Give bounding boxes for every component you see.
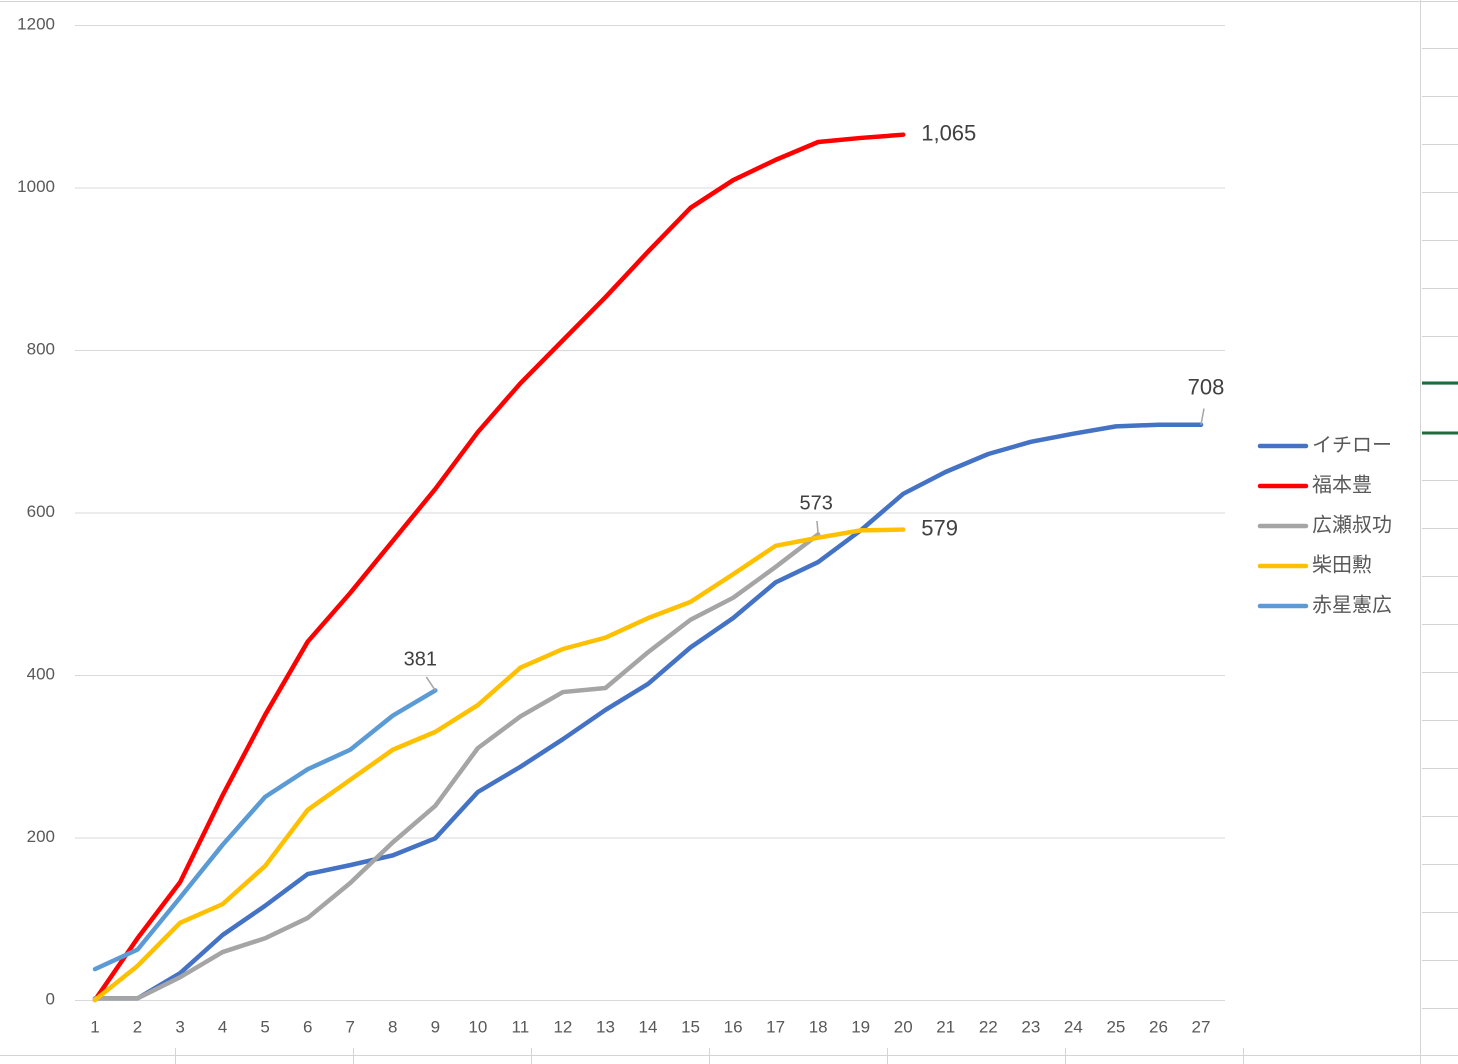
x-tick-label: 6	[303, 1017, 312, 1036]
x-tick-label: 24	[1064, 1017, 1083, 1036]
x-tick-label: 3	[175, 1017, 184, 1036]
x-tick-label: 4	[218, 1017, 227, 1036]
series-line	[92, 527, 906, 1003]
y-tick-label: 200	[27, 827, 55, 846]
legend-label: 柴田勲	[1312, 553, 1372, 576]
label-leader	[425, 676, 436, 691]
x-tick-label: 14	[639, 1017, 658, 1036]
legend-label: 広瀬叔功	[1312, 513, 1392, 536]
label-leader	[816, 520, 819, 535]
x-tick-label: 12	[553, 1017, 572, 1036]
x-tick-label: 11	[512, 1017, 530, 1036]
x-tick-label: 1	[90, 1017, 99, 1036]
y-tick-label: 800	[27, 339, 55, 358]
series-line	[92, 688, 438, 972]
x-tick-label: 13	[596, 1017, 615, 1036]
x-tick-label: 8	[388, 1017, 397, 1036]
data-label: 708	[1188, 375, 1225, 400]
x-tick-label: 20	[894, 1017, 913, 1036]
y-tick-label: 1200	[17, 14, 55, 33]
x-tick-label: 16	[724, 1017, 743, 1036]
x-tick-label: 18	[809, 1017, 828, 1036]
data-label: 573	[799, 493, 832, 515]
legend-label: 赤星憲広	[1312, 593, 1392, 616]
y-tick-label: 0	[46, 989, 55, 1008]
x-tick-label: 15	[681, 1017, 700, 1036]
series-line	[92, 132, 906, 1003]
x-tick-label: 23	[1021, 1017, 1040, 1036]
data-label: 579	[921, 515, 958, 540]
x-tick-label: 17	[766, 1017, 785, 1036]
x-tick-label: 7	[345, 1017, 354, 1036]
legend-label: 福本豊	[1312, 473, 1372, 496]
x-tick-label: 27	[1192, 1017, 1211, 1036]
label-leader	[1200, 408, 1205, 425]
x-tick-label: 26	[1149, 1017, 1168, 1036]
x-tick-label: 9	[431, 1017, 440, 1036]
series-line	[92, 532, 821, 1001]
x-tick-label: 5	[260, 1017, 269, 1036]
x-tick-label: 19	[851, 1017, 870, 1036]
data-label: 1,065	[921, 121, 976, 146]
x-tick-label: 2	[133, 1017, 142, 1036]
x-tick-label: 10	[468, 1017, 487, 1036]
y-tick-label: 400	[27, 664, 55, 683]
series-line	[92, 422, 1204, 1001]
data-label: 381	[404, 649, 437, 671]
y-tick-label: 1000	[17, 177, 55, 196]
x-tick-label: 22	[979, 1017, 998, 1036]
x-tick-label: 25	[1106, 1017, 1125, 1036]
y-tick-label: 600	[27, 502, 55, 521]
x-tick-label: 21	[936, 1017, 955, 1036]
legend-label: イチロー	[1312, 434, 1392, 456]
